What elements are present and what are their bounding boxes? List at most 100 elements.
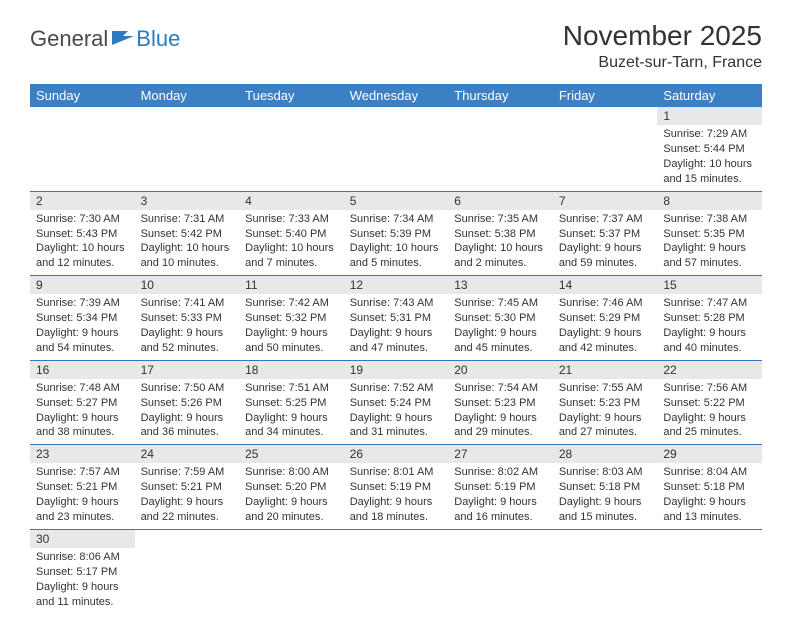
sunrise-text: Sunrise: 7:38 AM <box>663 212 756 227</box>
day-body: Sunrise: 7:35 AMSunset: 5:38 PMDaylight:… <box>448 210 553 275</box>
month-title: November 2025 <box>563 20 762 52</box>
weekday-header: Friday <box>553 84 658 107</box>
sunset-text: Sunset: 5:39 PM <box>350 227 443 242</box>
daylight-text-2: and 59 minutes. <box>559 256 652 271</box>
daylight-text-1: Daylight: 10 hours <box>454 241 547 256</box>
daylight-text-2: and 16 minutes. <box>454 510 547 525</box>
daylight-text-1: Daylight: 9 hours <box>663 495 756 510</box>
calendar-day-cell: 18Sunrise: 7:51 AMSunset: 5:25 PMDayligh… <box>239 360 344 445</box>
day-body: Sunrise: 7:56 AMSunset: 5:22 PMDaylight:… <box>657 379 762 444</box>
daylight-text-1: Daylight: 9 hours <box>559 326 652 341</box>
weekday-header: Thursday <box>448 84 553 107</box>
daylight-text-2: and 42 minutes. <box>559 341 652 356</box>
calendar-empty-cell <box>344 107 449 191</box>
daylight-text-2: and 57 minutes. <box>663 256 756 271</box>
calendar-day-cell: 2Sunrise: 7:30 AMSunset: 5:43 PMDaylight… <box>30 191 135 276</box>
day-body: Sunrise: 8:06 AMSunset: 5:17 PMDaylight:… <box>30 548 135 613</box>
daylight-text-1: Daylight: 9 hours <box>245 411 338 426</box>
sunset-text: Sunset: 5:40 PM <box>245 227 338 242</box>
daylight-text-1: Daylight: 9 hours <box>141 495 234 510</box>
daylight-text-1: Daylight: 10 hours <box>36 241 129 256</box>
day-body: Sunrise: 7:48 AMSunset: 5:27 PMDaylight:… <box>30 379 135 444</box>
logo-text-general: General <box>30 26 108 52</box>
day-number: 22 <box>657 361 762 379</box>
sunrise-text: Sunrise: 7:39 AM <box>36 296 129 311</box>
sunrise-text: Sunrise: 7:41 AM <box>141 296 234 311</box>
calendar-day-cell: 28Sunrise: 8:03 AMSunset: 5:18 PMDayligh… <box>553 445 658 530</box>
sunrise-text: Sunrise: 8:02 AM <box>454 465 547 480</box>
calendar-empty-cell <box>553 529 658 613</box>
daylight-text-1: Daylight: 9 hours <box>141 326 234 341</box>
sunset-text: Sunset: 5:25 PM <box>245 396 338 411</box>
day-number: 23 <box>30 445 135 463</box>
sunset-text: Sunset: 5:31 PM <box>350 311 443 326</box>
sunrise-text: Sunrise: 7:56 AM <box>663 381 756 396</box>
calendar-day-cell: 9Sunrise: 7:39 AMSunset: 5:34 PMDaylight… <box>30 276 135 361</box>
daylight-text-2: and 47 minutes. <box>350 341 443 356</box>
sunset-text: Sunset: 5:24 PM <box>350 396 443 411</box>
daylight-text-1: Daylight: 9 hours <box>454 326 547 341</box>
calendar-empty-cell <box>135 529 240 613</box>
day-body: Sunrise: 8:03 AMSunset: 5:18 PMDaylight:… <box>553 463 658 528</box>
day-number: 21 <box>553 361 658 379</box>
day-number: 14 <box>553 276 658 294</box>
day-number: 1 <box>657 107 762 125</box>
daylight-text-2: and 38 minutes. <box>36 425 129 440</box>
sunset-text: Sunset: 5:26 PM <box>141 396 234 411</box>
weekday-header: Tuesday <box>239 84 344 107</box>
day-body: Sunrise: 7:39 AMSunset: 5:34 PMDaylight:… <box>30 294 135 359</box>
day-body: Sunrise: 7:34 AMSunset: 5:39 PMDaylight:… <box>344 210 449 275</box>
calendar-empty-cell <box>239 107 344 191</box>
day-number: 10 <box>135 276 240 294</box>
day-body: Sunrise: 7:33 AMSunset: 5:40 PMDaylight:… <box>239 210 344 275</box>
daylight-text-2: and 54 minutes. <box>36 341 129 356</box>
weekday-header: Monday <box>135 84 240 107</box>
daylight-text-1: Daylight: 9 hours <box>350 326 443 341</box>
day-number: 8 <box>657 192 762 210</box>
sunrise-text: Sunrise: 7:50 AM <box>141 381 234 396</box>
daylight-text-1: Daylight: 9 hours <box>350 411 443 426</box>
calendar-week-row: 30Sunrise: 8:06 AMSunset: 5:17 PMDayligh… <box>30 529 762 613</box>
sunrise-text: Sunrise: 7:34 AM <box>350 212 443 227</box>
calendar-day-cell: 23Sunrise: 7:57 AMSunset: 5:21 PMDayligh… <box>30 445 135 530</box>
calendar-week-row: 16Sunrise: 7:48 AMSunset: 5:27 PMDayligh… <box>30 360 762 445</box>
sunset-text: Sunset: 5:38 PM <box>454 227 547 242</box>
sunrise-text: Sunrise: 7:54 AM <box>454 381 547 396</box>
weekday-header-row: Sunday Monday Tuesday Wednesday Thursday… <box>30 84 762 107</box>
location: Buzet-sur-Tarn, France <box>563 54 762 72</box>
daylight-text-2: and 18 minutes. <box>350 510 443 525</box>
calendar-empty-cell <box>239 529 344 613</box>
day-number: 29 <box>657 445 762 463</box>
calendar-day-cell: 1Sunrise: 7:29 AMSunset: 5:44 PMDaylight… <box>657 107 762 191</box>
calendar-day-cell: 10 Sunrise: 7:41 AMSunset: 5:33 PMDayligh… <box>135 276 240 361</box>
daylight-text-2: and 7 minutes. <box>245 256 338 271</box>
calendar-day-cell: 13Sunrise: 7:45 AMSunset: 5:30 PMDayligh… <box>448 276 553 361</box>
daylight-text-2: and 40 minutes. <box>663 341 756 356</box>
daylight-text-1: Daylight: 9 hours <box>36 326 129 341</box>
day-body: Sunrise: 8:02 AMSunset: 5:19 PMDaylight:… <box>448 463 553 528</box>
sunset-text: Sunset: 5:19 PM <box>350 480 443 495</box>
calendar-week-row: 23Sunrise: 7:57 AMSunset: 5:21 PMDayligh… <box>30 445 762 530</box>
sunrise-text: Sunrise: 7:57 AM <box>36 465 129 480</box>
sunrise-text: Sunrise: 7:51 AM <box>245 381 338 396</box>
daylight-text-1: Daylight: 9 hours <box>350 495 443 510</box>
daylight-text-2: and 34 minutes. <box>245 425 338 440</box>
calendar-day-cell: 20Sunrise: 7:54 AMSunset: 5:23 PMDayligh… <box>448 360 553 445</box>
sunset-text: Sunset: 5:43 PM <box>36 227 129 242</box>
flag-icon <box>112 28 134 51</box>
sunset-text: Sunset: 5:35 PM <box>663 227 756 242</box>
day-body: Sunrise: 8:01 AMSunset: 5:19 PMDaylight:… <box>344 463 449 528</box>
calendar-day-cell: 8Sunrise: 7:38 AMSunset: 5:35 PMDaylight… <box>657 191 762 276</box>
daylight-text-2: and 11 minutes. <box>36 595 129 610</box>
calendar-empty-cell <box>344 529 449 613</box>
weekday-header: Sunday <box>30 84 135 107</box>
calendar-day-cell: 24Sunrise: 7:59 AMSunset: 5:21 PMDayligh… <box>135 445 240 530</box>
calendar-day-cell: 7Sunrise: 7:37 AMSunset: 5:37 PMDaylight… <box>553 191 658 276</box>
sunset-text: Sunset: 5:33 PM <box>141 311 234 326</box>
sunrise-text: Sunrise: 7:31 AM <box>141 212 234 227</box>
daylight-text-2: and 25 minutes. <box>663 425 756 440</box>
calendar-day-cell: 11Sunrise: 7:42 AMSunset: 5:32 PMDayligh… <box>239 276 344 361</box>
sunset-text: Sunset: 5:21 PM <box>141 480 234 495</box>
sunrise-text: Sunrise: 7:47 AM <box>663 296 756 311</box>
day-body: Sunrise: 7:42 AMSunset: 5:32 PMDaylight:… <box>239 294 344 359</box>
